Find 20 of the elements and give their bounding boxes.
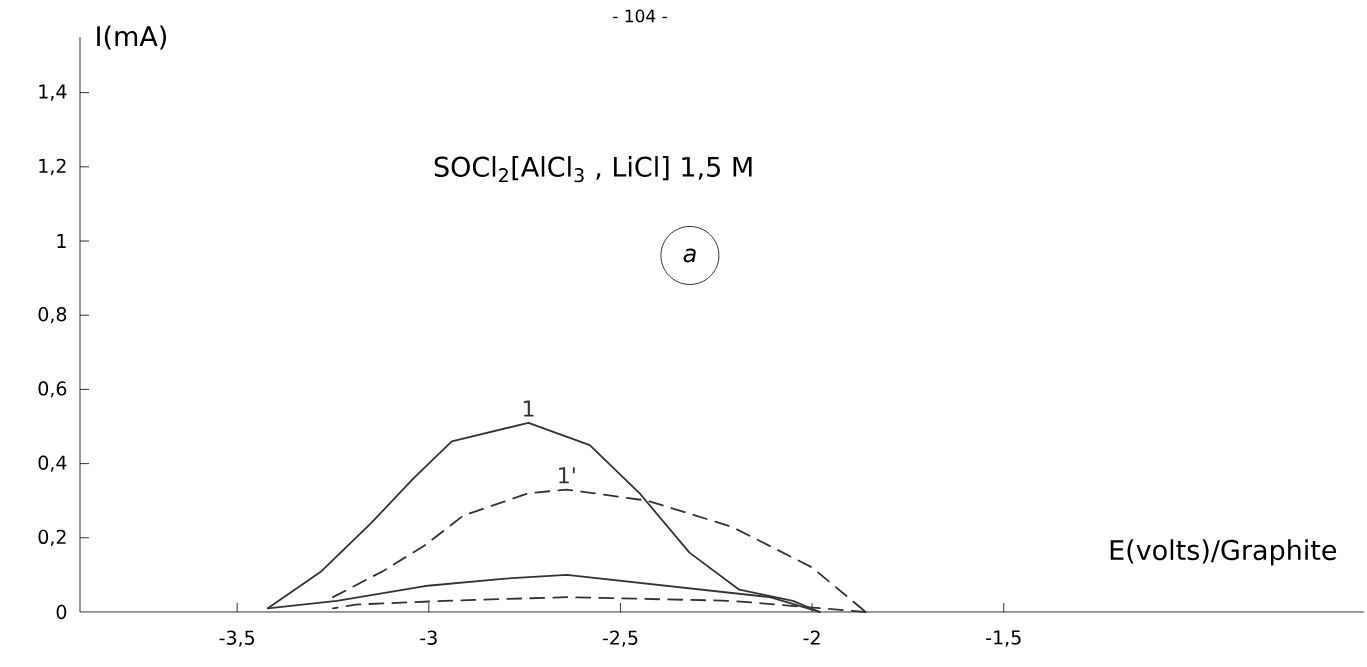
series-label: 1 [523,400,534,417]
annotation: a [683,248,696,263]
text: SOCl$_{2}$[AlCl$_{3}$ , LiCl] 1,5 M [434,156,752,183]
x-tick-label: -3,5 [219,630,255,647]
y-tick-label: 0,2 [38,529,66,546]
x-axis-title: E(volts)/Graphite [1110,539,1337,566]
y-tick-label: 1,2 [39,158,66,175]
y-tick-label: 0,8 [38,307,67,324]
x-tick-label: -2,5 [602,630,638,647]
y-axis-title: I(mA) [97,25,167,50]
x-tick-label: -2 [803,630,820,645]
y-tick-label: 1 [57,234,66,248]
y-tick-label: 0 [56,604,67,620]
x-tick-label: -1,5 [986,630,1021,647]
series-label: 1' [559,467,575,484]
y-tick-label: 1,4 [39,84,67,101]
y-tick-label: 0,4 [38,455,67,472]
text: - 104 - [613,9,667,23]
x-tick-label: -3 [420,630,437,645]
y-tick-label: 0,6 [38,381,67,398]
